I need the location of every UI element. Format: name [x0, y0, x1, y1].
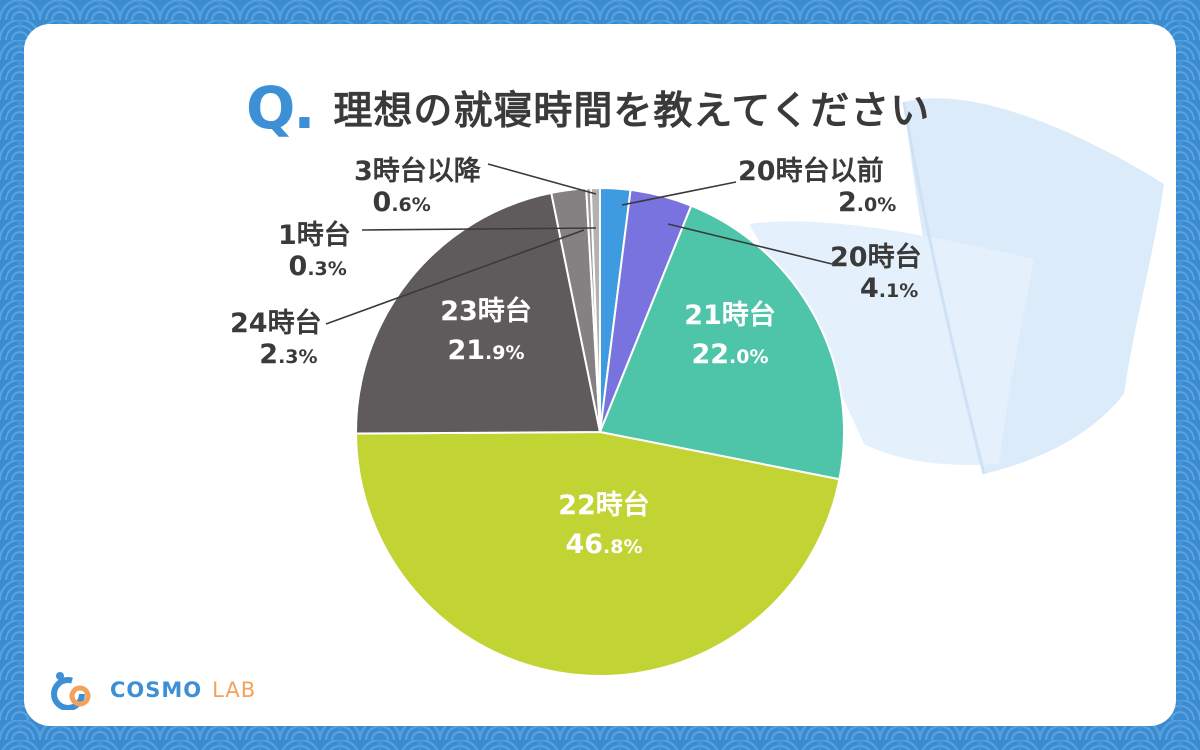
label-21: 21時台 22.0%	[684, 300, 776, 371]
label-1: 1時台 0.3%	[278, 220, 351, 283]
leader-line-1	[361, 227, 597, 231]
cosmo-lab-logo: COSMO LAB	[48, 670, 256, 710]
pie-chart	[325, 163, 845, 677]
pillow-illustration	[749, 98, 1164, 475]
pie-slice-3	[354, 430, 841, 677]
leader-line-20-before	[621, 181, 737, 206]
leader-line-20	[667, 223, 833, 265]
leader-line-24	[325, 229, 585, 325]
content-card: Q . 理想の就寝時間を教えてください 20時台以前 2.0% 20時台 4.1…	[24, 24, 1176, 726]
label-3-after: 3時台以降 0.6%	[354, 156, 481, 219]
cosmo-logo-icon	[51, 672, 91, 710]
logo-sub: LAB	[212, 678, 257, 702]
leader-line-3-after	[487, 163, 597, 195]
label-20: 20時台 4.1%	[830, 242, 922, 305]
question-title: Q . 理想の就寝時間を教えてください	[246, 68, 930, 148]
pie-slice-2	[598, 204, 845, 481]
pie-slice-7	[589, 186, 601, 433]
page-title: 理想の就寝時間を教えてください	[333, 89, 931, 134]
logo-brand: COSMO	[110, 678, 203, 702]
pie-slice-4	[355, 191, 602, 435]
label-23: 23時台 21.9%	[440, 296, 532, 367]
q-dot: .	[293, 74, 316, 142]
label-22: 22時台 46.8%	[558, 490, 650, 561]
q-mark: Q	[246, 74, 295, 142]
label-24: 24時台 2.3%	[230, 308, 322, 371]
label-20-before: 20時台以前 2.0%	[738, 156, 897, 219]
